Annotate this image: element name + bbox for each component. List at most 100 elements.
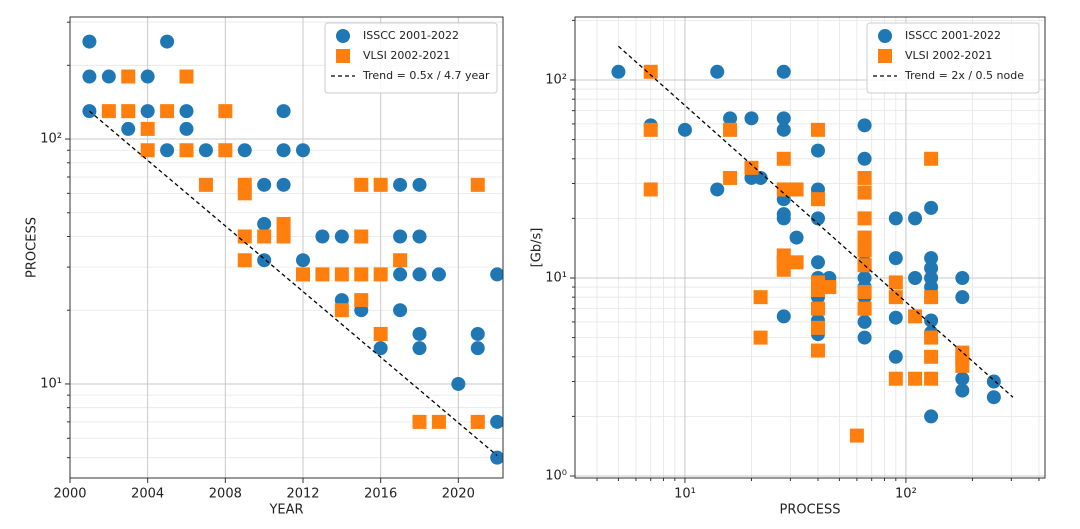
point (121, 104, 136, 119)
legend-marker (878, 29, 892, 43)
point (888, 275, 903, 290)
plot-area (82, 34, 503, 465)
point (857, 330, 872, 345)
point (237, 253, 252, 268)
y-tick-label: 10¹ (40, 376, 62, 391)
legend-marker (336, 49, 350, 63)
legend-label: Trend = 0.5x / 4.7 year (362, 69, 490, 82)
point (753, 330, 768, 345)
point (776, 182, 791, 197)
point (789, 255, 804, 270)
point (140, 121, 155, 136)
point (373, 177, 388, 192)
point (776, 262, 791, 277)
point (393, 267, 408, 282)
y-tick-label: 10² (545, 72, 567, 87)
y-tick-label: 10⁰ (545, 468, 567, 483)
point (776, 211, 791, 226)
point (611, 64, 626, 79)
legend: ISSCC 2001-2022 VLSI 2002-2021 Trend = 0.5… (324, 22, 498, 94)
y-axis-label: [Gb/s] (530, 228, 545, 268)
point (924, 330, 939, 345)
point (888, 251, 903, 266)
point (924, 251, 939, 266)
point (140, 143, 155, 158)
legend: ISSCC 2001-2022 VLSI 2002-2021 Trend = 2x … (866, 22, 1040, 94)
y-tick-label: 10¹ (545, 270, 567, 285)
y-tick-label: 10² (40, 132, 62, 147)
point (354, 177, 369, 192)
point (857, 118, 872, 133)
point (276, 177, 291, 192)
x-tick-label: 10¹ (674, 487, 696, 502)
point (908, 270, 923, 285)
x-tick-label: 2020 (442, 487, 475, 502)
point (955, 290, 970, 305)
point (451, 376, 466, 391)
point (237, 186, 252, 201)
point (412, 414, 427, 429)
point (296, 253, 311, 268)
point (257, 229, 272, 244)
point (198, 143, 213, 158)
plot: 10¹ 10² 10⁰ 10¹ 10² PROCESS [Gb/s] ISSCC 2001-2… (530, 16, 1046, 518)
point (888, 310, 903, 325)
point (857, 243, 872, 258)
point (431, 414, 446, 429)
point (354, 267, 369, 282)
point (470, 326, 485, 341)
point (776, 122, 791, 137)
legend-label: Trend = 2x / 0.5 node (904, 69, 1024, 82)
point (924, 151, 939, 166)
point (373, 267, 388, 282)
point (810, 343, 825, 358)
point (908, 309, 923, 324)
x-axis-label: YEAR (268, 503, 303, 518)
trend-line (88, 110, 498, 457)
point (276, 216, 291, 231)
point (160, 143, 175, 158)
point (257, 216, 272, 231)
x-tick-label: 2004 (131, 487, 164, 502)
point (810, 143, 825, 158)
point (160, 104, 175, 119)
point (924, 349, 939, 364)
x-tick-label: 2012 (286, 487, 319, 502)
point (276, 104, 291, 119)
point (888, 371, 903, 386)
point (296, 267, 311, 282)
point (710, 64, 725, 79)
point (296, 143, 311, 158)
point (810, 301, 825, 316)
point (776, 309, 791, 324)
point (490, 414, 503, 429)
point (822, 280, 837, 295)
point (986, 390, 1001, 405)
point (412, 326, 427, 341)
point (776, 111, 791, 126)
plot: 2000 2004 2008 2012 2016 2020 10¹ 10² YEAR PROCES… (25, 16, 504, 518)
point (857, 185, 872, 200)
y-axis-label: PROCESS (25, 217, 40, 278)
point (857, 284, 872, 299)
point (723, 111, 738, 126)
x-axis-label: PROCESS (780, 503, 841, 518)
point (82, 34, 97, 49)
point (810, 255, 825, 270)
legend-label: VLSI 2002-2021 (905, 49, 992, 62)
point (776, 151, 791, 166)
point (908, 371, 923, 386)
point (393, 229, 408, 244)
point (776, 64, 791, 79)
legend-label: ISSCC 2001-2022 (905, 29, 1001, 42)
point (393, 177, 408, 192)
point (924, 409, 939, 424)
point (810, 282, 825, 297)
point (677, 122, 692, 137)
plot-area (611, 45, 1014, 443)
point (373, 326, 388, 341)
point (710, 182, 725, 197)
point (334, 303, 349, 318)
point (121, 69, 136, 84)
legend-label: ISSCC 2001-2022 (363, 29, 459, 42)
